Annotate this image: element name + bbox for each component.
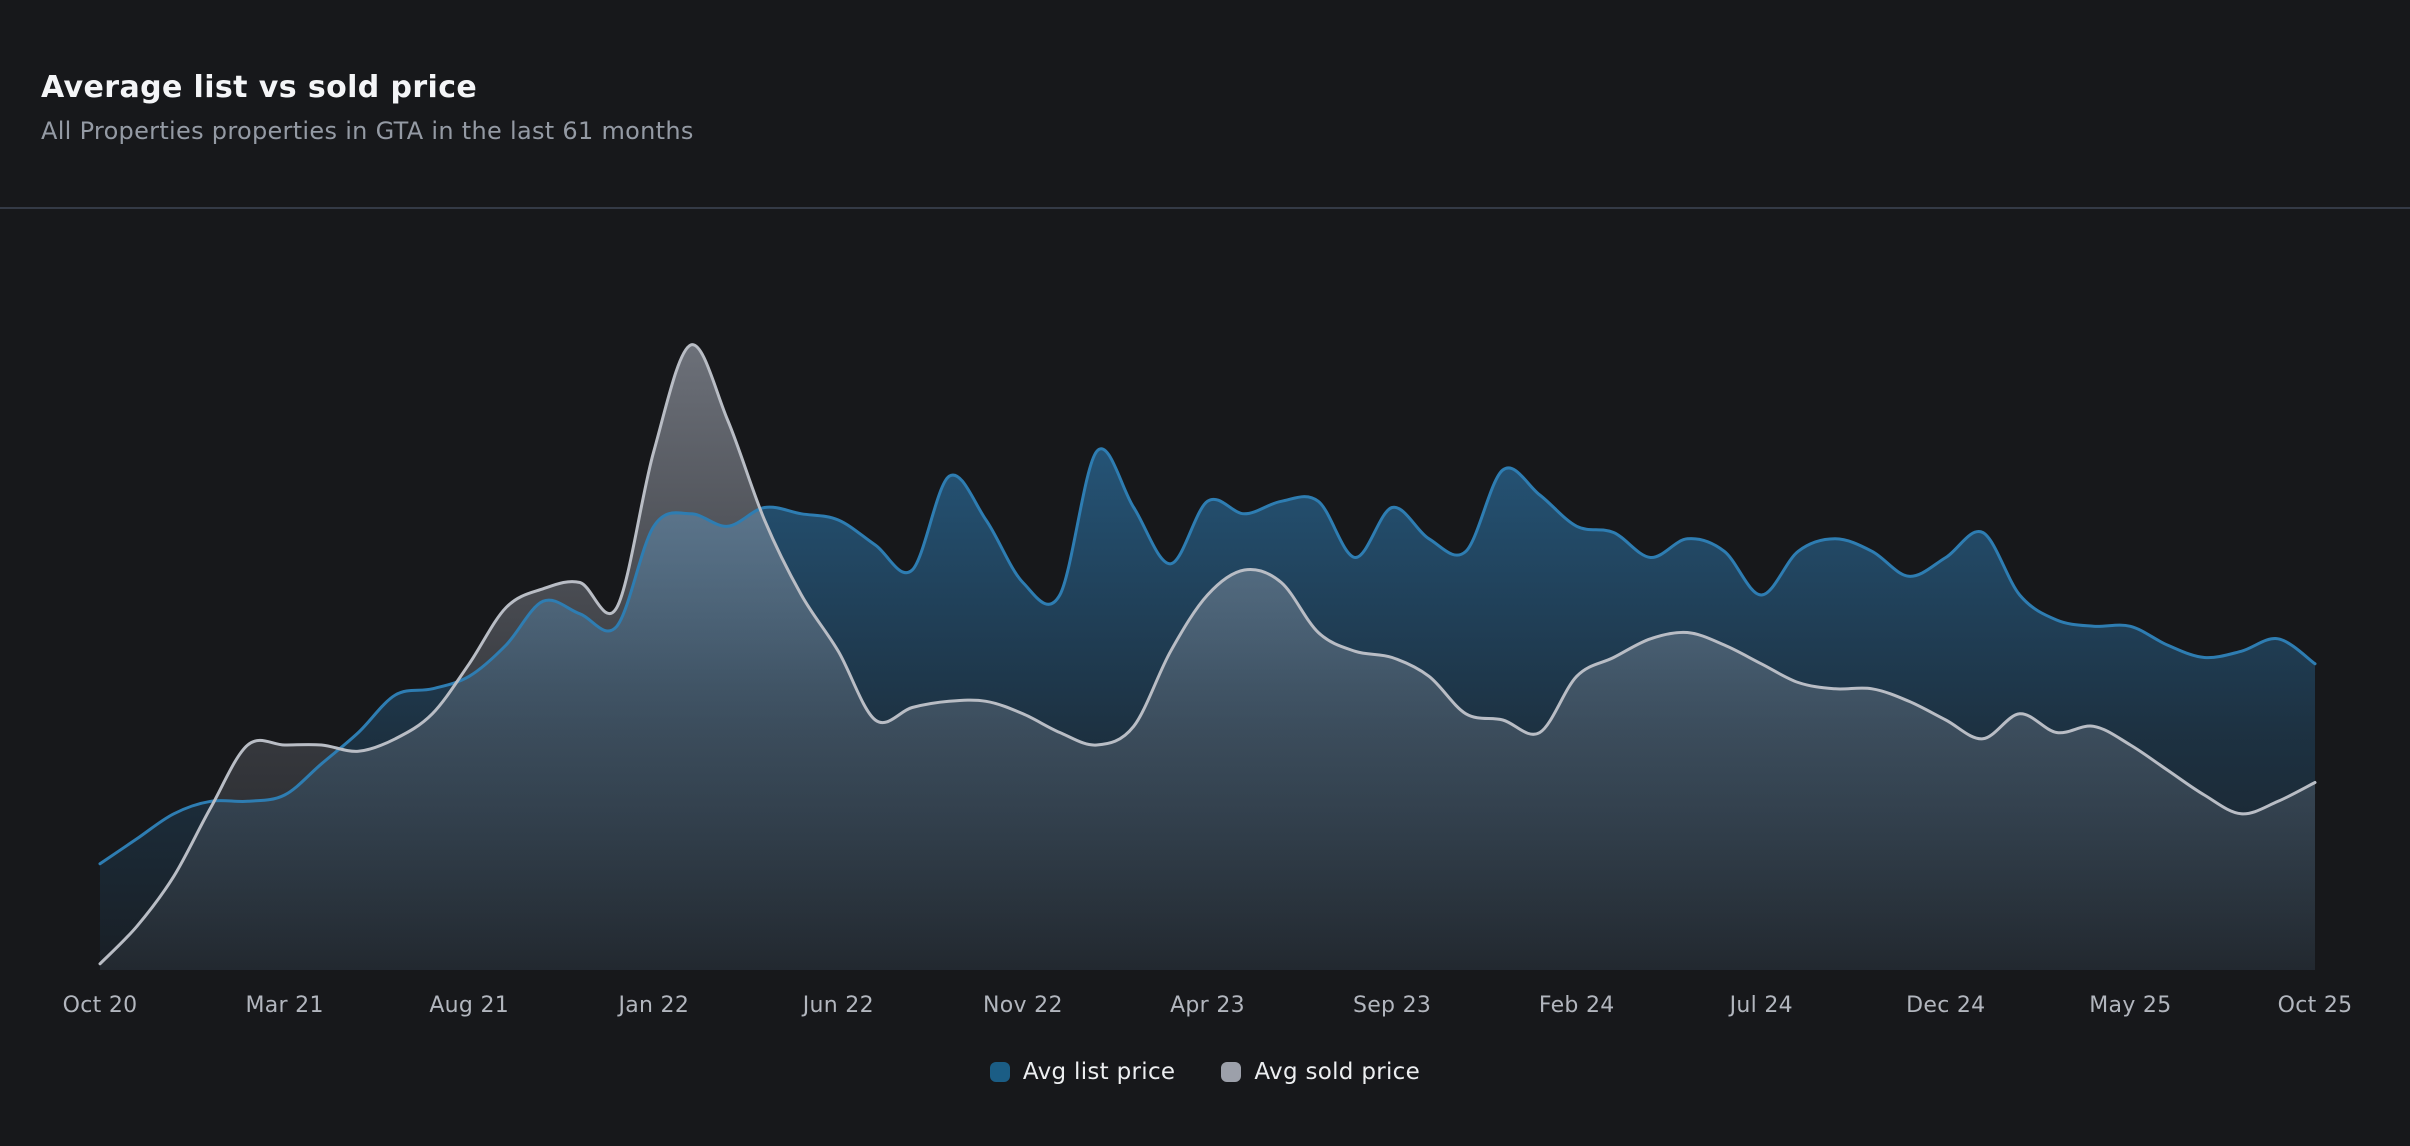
chart-title: Average list vs sold price xyxy=(41,70,478,105)
legend-item-avg-list-price[interactable]: Avg list price xyxy=(989,1059,1176,1085)
x-tick-label: May 25 xyxy=(2089,993,2172,1018)
chart-series-lines xyxy=(98,343,2317,966)
x-tick-label: Jan 22 xyxy=(618,993,690,1018)
x-tick-label: Nov 22 xyxy=(983,993,1063,1018)
chart-subtitle: All Properties properties in GTA in the … xyxy=(41,117,694,145)
legend-swatch-sold-icon xyxy=(1221,1062,1242,1082)
x-tick-label: Jun 22 xyxy=(802,993,874,1018)
x-tick-label: Aug 21 xyxy=(429,993,510,1018)
x-tick-label: Apr 23 xyxy=(1170,993,1245,1018)
x-tick-label: Dec 24 xyxy=(1906,993,1986,1018)
area-chart-plot[interactable] xyxy=(0,208,2410,998)
legend-label-list: Avg list price xyxy=(1022,1059,1176,1085)
x-tick-label: Sep 23 xyxy=(1352,993,1432,1018)
legend-item-avg-sold-price[interactable]: Avg sold price xyxy=(1221,1059,1420,1085)
series-line-0 xyxy=(98,447,2317,866)
x-tick-label: Mar 21 xyxy=(245,993,324,1018)
chart-area-fills xyxy=(100,344,2315,970)
x-tick-label: Jul 24 xyxy=(1729,993,1793,1018)
x-tick-label: Feb 24 xyxy=(1538,993,1615,1018)
chart-header: Average list vs sold price All Propertie… xyxy=(41,70,694,145)
x-axis: Oct 20 Mar 21 Aug 21 Jan 22 Jun 22 Nov 22 Apr … xyxy=(0,993,2410,1025)
chart-legend: Avg list price Avg sold price xyxy=(0,1052,2410,1092)
x-tick-label: Oct 20 xyxy=(62,993,138,1018)
series-line-1 xyxy=(98,343,2317,966)
x-tick-label: Oct 25 xyxy=(2277,993,2353,1018)
header-divider xyxy=(0,207,2410,209)
legend-label-sold: Avg sold price xyxy=(1254,1059,1421,1085)
area-fill-1 xyxy=(100,344,2315,970)
legend-swatch-list-icon xyxy=(989,1062,1010,1082)
